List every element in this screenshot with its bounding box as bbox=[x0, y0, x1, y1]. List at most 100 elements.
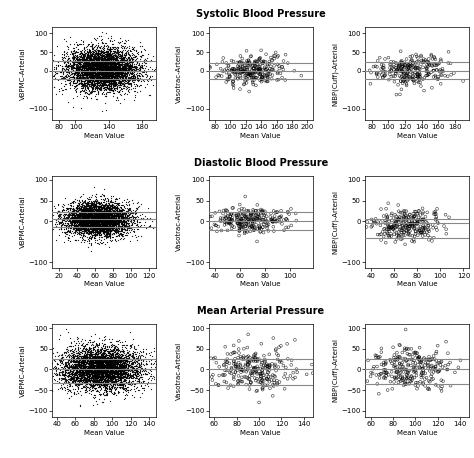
Point bbox=[70, 218, 78, 226]
Point bbox=[120, 65, 128, 72]
Point bbox=[67, 200, 75, 207]
Point bbox=[58, 358, 66, 365]
Point bbox=[90, 225, 98, 232]
Point bbox=[110, 221, 118, 228]
Point bbox=[96, 355, 103, 363]
Point bbox=[84, 58, 91, 65]
Point bbox=[65, 72, 73, 79]
Point bbox=[110, 77, 118, 84]
Point bbox=[84, 49, 92, 56]
Point bbox=[97, 76, 105, 84]
Point bbox=[106, 73, 113, 80]
Point bbox=[89, 66, 97, 74]
Point bbox=[74, 236, 82, 243]
Point bbox=[64, 55, 72, 63]
Point bbox=[119, 46, 127, 53]
Point bbox=[105, 66, 113, 73]
Point bbox=[115, 65, 122, 72]
Point bbox=[94, 371, 102, 378]
Point bbox=[95, 381, 102, 388]
Point bbox=[128, 61, 135, 68]
Point bbox=[79, 359, 87, 366]
Point bbox=[130, 373, 137, 381]
Point bbox=[118, 210, 126, 217]
Point bbox=[77, 76, 85, 83]
Point bbox=[77, 363, 84, 371]
Point bbox=[127, 209, 134, 217]
Point bbox=[108, 64, 115, 71]
Point bbox=[73, 381, 81, 388]
Point bbox=[112, 68, 120, 75]
Point bbox=[83, 380, 91, 387]
Point bbox=[116, 75, 123, 82]
Point bbox=[119, 385, 127, 393]
Point bbox=[252, 367, 259, 375]
Point bbox=[402, 357, 410, 365]
Point bbox=[107, 357, 115, 365]
Point bbox=[96, 218, 103, 225]
Point bbox=[423, 219, 431, 227]
Point bbox=[82, 71, 90, 78]
Point bbox=[108, 351, 115, 359]
Point bbox=[73, 367, 80, 375]
Point bbox=[146, 63, 154, 71]
Point bbox=[79, 360, 87, 367]
Point bbox=[85, 376, 93, 383]
Point bbox=[110, 346, 118, 354]
Point bbox=[283, 340, 291, 348]
Point bbox=[108, 361, 116, 368]
Point bbox=[91, 214, 99, 221]
Point bbox=[98, 53, 105, 60]
Point bbox=[141, 219, 148, 226]
Point bbox=[107, 65, 114, 72]
Point bbox=[108, 361, 115, 369]
Point bbox=[245, 331, 252, 338]
Point bbox=[106, 76, 114, 83]
Point bbox=[119, 235, 127, 243]
Point bbox=[140, 221, 147, 229]
Point bbox=[80, 207, 88, 215]
Point bbox=[127, 215, 134, 223]
Point bbox=[79, 221, 87, 229]
Point bbox=[390, 354, 398, 361]
Point bbox=[96, 354, 104, 361]
Point bbox=[430, 67, 438, 74]
Point bbox=[96, 225, 104, 232]
Point bbox=[119, 381, 127, 388]
Point bbox=[61, 375, 69, 382]
Point bbox=[72, 215, 80, 222]
Point bbox=[84, 69, 91, 76]
Point bbox=[94, 54, 102, 61]
Point bbox=[241, 193, 249, 200]
Point bbox=[73, 72, 81, 80]
Point bbox=[117, 354, 125, 362]
Point bbox=[86, 60, 93, 67]
Point bbox=[94, 216, 101, 223]
Point bbox=[103, 356, 111, 363]
Point bbox=[74, 361, 82, 369]
Point bbox=[129, 367, 137, 374]
Point bbox=[75, 356, 83, 363]
Point bbox=[106, 50, 114, 58]
Point bbox=[94, 71, 102, 79]
Point bbox=[85, 61, 92, 68]
Point bbox=[107, 217, 114, 224]
Point bbox=[94, 365, 102, 372]
Point bbox=[384, 200, 392, 207]
Point bbox=[104, 197, 111, 204]
Point bbox=[98, 208, 106, 216]
Point bbox=[103, 205, 111, 213]
Point bbox=[401, 64, 409, 71]
Point bbox=[86, 70, 93, 77]
Point bbox=[74, 205, 82, 212]
Point bbox=[145, 358, 153, 365]
Point bbox=[118, 49, 126, 56]
Point bbox=[103, 360, 110, 367]
Point bbox=[89, 365, 97, 373]
Point bbox=[427, 365, 434, 372]
Point bbox=[112, 364, 120, 371]
Point bbox=[131, 66, 138, 74]
Point bbox=[123, 360, 131, 367]
Point bbox=[73, 207, 81, 215]
Point bbox=[94, 369, 101, 376]
